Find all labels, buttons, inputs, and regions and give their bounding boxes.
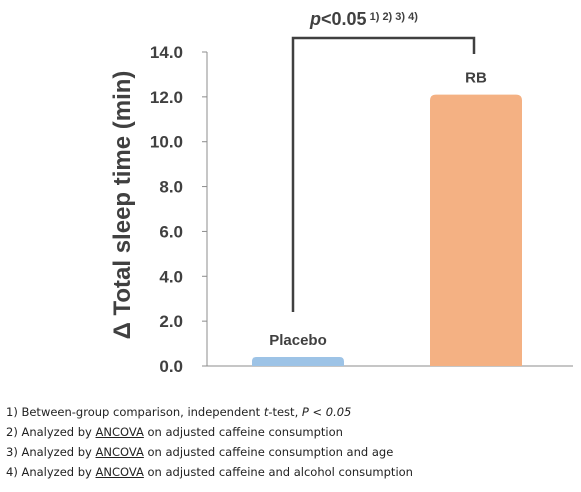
y-tick-label: 10.0 — [150, 133, 183, 152]
significance-label: p<0.05 1) 2) 3) 4) — [309, 9, 418, 29]
bar-label: RB — [465, 70, 487, 87]
y-axis-label: Δ Total sleep time (min) — [109, 71, 136, 340]
footnote-abbr: ANCOVA — [95, 425, 144, 439]
footnote-abbr: ANCOVA — [95, 465, 144, 479]
bar-placebo — [252, 357, 344, 366]
bracket-line — [291, 36, 476, 312]
y-tick-label: 4.0 — [159, 267, 183, 286]
significance-p: p — [309, 9, 321, 29]
footnote-text: -test, — [268, 405, 302, 419]
y-tick-label: 14.0 — [150, 43, 183, 62]
footnote-text: on adjusted caffeine and alcohol consump… — [143, 465, 413, 479]
y-tick-label: 12.0 — [150, 88, 183, 107]
y-tick-label: 2.0 — [159, 312, 183, 331]
y-tick-label: 8.0 — [159, 178, 183, 197]
footnote-number: 2) — [6, 425, 18, 439]
footnote-text: Between-group comparison, independent — [21, 405, 264, 419]
bars: Placebo RB — [252, 70, 522, 366]
significance-value: <0.05 — [321, 9, 367, 29]
footnote-abbr: ANCOVA — [95, 445, 144, 459]
footnote-text: on adjusted caffeine consumption and age — [143, 445, 394, 459]
footnote-number: 1) — [6, 405, 18, 419]
footnote-t: t — [263, 405, 269, 419]
footnote-pvalue: P < 0.05 — [301, 405, 352, 419]
bar-label: Placebo — [269, 332, 327, 349]
footnote-3: 3) Analyzed by ANCOVA on adjusted caffei… — [6, 442, 413, 462]
y-tick-label: 6.0 — [159, 222, 183, 241]
footnote-2: 2) Analyzed by ANCOVA on adjusted caffei… — [6, 422, 413, 442]
footnote-text: Analyzed by — [21, 425, 96, 439]
significance-bracket — [291, 36, 476, 312]
y-tick-label: 0.0 — [159, 357, 183, 376]
footnotes: 1) Between-group comparison, independent… — [6, 402, 413, 482]
footnote-text: Analyzed by — [21, 445, 96, 459]
significance-footnote-refs: 1) 2) 3) 4) — [367, 11, 419, 23]
bar-rb — [430, 94, 522, 366]
footnote-text: on adjusted caffeine consumption — [143, 425, 343, 439]
footnote-4: 4) Analyzed by ANCOVA on adjusted caffei… — [6, 462, 413, 482]
footnote-number: 3) — [6, 445, 18, 459]
y-axis: 0.0 2.0 4.0 6.0 8.0 10.0 12.0 14.0 — [150, 43, 573, 376]
footnote-text: Analyzed by — [21, 465, 96, 479]
footnote-1: 1) Between-group comparison, independent… — [6, 402, 413, 422]
footnote-number: 4) — [6, 465, 18, 479]
bar-chart: 0.0 2.0 4.0 6.0 8.0 10.0 12.0 14.0 Placebo RB Δ … — [109, 9, 573, 376]
